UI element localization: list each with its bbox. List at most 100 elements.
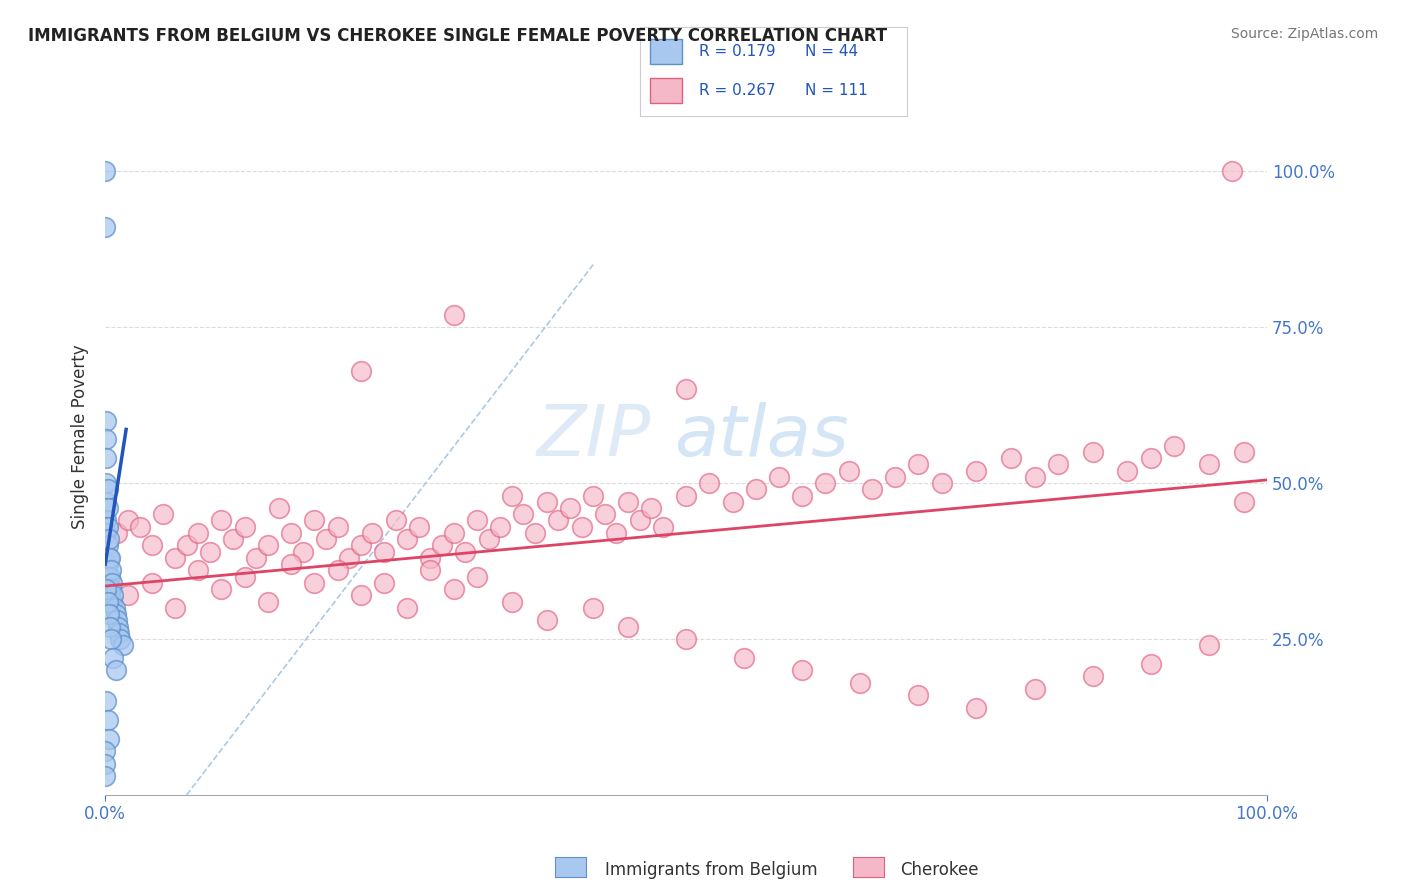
Point <box>141 575 163 590</box>
Point <box>96 538 118 552</box>
Point <box>373 575 395 590</box>
Point <box>350 538 373 552</box>
Point <box>419 563 441 577</box>
Point <box>617 495 640 509</box>
Point <box>1000 451 1022 466</box>
Text: Source: ZipAtlas.com: Source: ZipAtlas.com <box>1230 27 1378 41</box>
Point <box>96 495 118 509</box>
Point <box>105 613 128 627</box>
Point <box>396 600 419 615</box>
Point <box>571 520 593 534</box>
Point <box>96 694 118 708</box>
Point <box>396 533 419 547</box>
Point <box>304 575 326 590</box>
Point <box>94 220 117 235</box>
Point <box>617 619 640 633</box>
Point <box>97 731 120 746</box>
Point <box>966 700 988 714</box>
Point <box>96 713 118 727</box>
Point <box>501 489 523 503</box>
Point <box>233 569 256 583</box>
Point <box>152 508 174 522</box>
Point <box>101 575 124 590</box>
Point <box>1233 495 1256 509</box>
Point <box>187 563 209 577</box>
Point <box>907 688 929 702</box>
Point <box>103 650 125 665</box>
Text: N = 111: N = 111 <box>806 84 868 98</box>
Point <box>326 563 349 577</box>
Point <box>582 489 605 503</box>
Point <box>675 383 697 397</box>
Point <box>454 544 477 558</box>
Point <box>465 514 488 528</box>
Point <box>280 557 302 571</box>
Point <box>107 619 129 633</box>
Text: atlas: atlas <box>675 401 849 471</box>
Point <box>94 756 117 771</box>
Point <box>860 483 883 497</box>
Point <box>198 544 221 558</box>
Point <box>931 476 953 491</box>
Point <box>97 569 120 583</box>
Point <box>640 501 662 516</box>
Point <box>628 514 651 528</box>
Point <box>129 520 152 534</box>
Point <box>94 164 117 178</box>
Point <box>384 514 406 528</box>
Point <box>103 588 125 602</box>
Point <box>558 501 581 516</box>
Point <box>1220 164 1243 178</box>
Point <box>257 538 280 552</box>
Text: Immigrants from Belgium: Immigrants from Belgium <box>605 861 817 879</box>
Point <box>1233 445 1256 459</box>
Bar <box>651 39 682 64</box>
Point <box>536 495 558 509</box>
Point <box>105 526 128 541</box>
Point <box>651 520 673 534</box>
Point <box>101 594 124 608</box>
Point <box>350 588 373 602</box>
Point <box>304 514 326 528</box>
Point <box>209 582 232 596</box>
Point <box>96 514 118 528</box>
Point <box>1163 439 1185 453</box>
Point <box>697 476 720 491</box>
Point <box>443 582 465 596</box>
Point <box>792 663 814 677</box>
Point <box>245 550 267 565</box>
Point <box>117 588 139 602</box>
Point <box>524 526 547 541</box>
Point <box>96 520 118 534</box>
Point <box>163 600 186 615</box>
Point <box>96 414 118 428</box>
Point <box>97 533 120 547</box>
Point <box>350 364 373 378</box>
Point <box>187 526 209 541</box>
Point <box>1139 451 1161 466</box>
Point <box>111 638 134 652</box>
Point <box>96 557 118 571</box>
Point <box>209 514 232 528</box>
Point <box>512 508 534 522</box>
Point <box>117 514 139 528</box>
Point <box>94 769 117 783</box>
Point <box>163 550 186 565</box>
Point <box>100 563 122 577</box>
Text: ZIP: ZIP <box>537 401 651 471</box>
Point <box>536 613 558 627</box>
Point <box>838 464 860 478</box>
Text: Cherokee: Cherokee <box>900 861 979 879</box>
Point <box>233 520 256 534</box>
Point <box>605 526 627 541</box>
Point <box>269 501 291 516</box>
Point <box>100 632 122 646</box>
Point <box>408 520 430 534</box>
Text: N = 44: N = 44 <box>806 45 859 59</box>
Point <box>489 520 512 534</box>
Point <box>907 458 929 472</box>
Point <box>100 582 122 596</box>
Point <box>96 483 118 497</box>
Point <box>675 489 697 503</box>
Point <box>477 533 499 547</box>
